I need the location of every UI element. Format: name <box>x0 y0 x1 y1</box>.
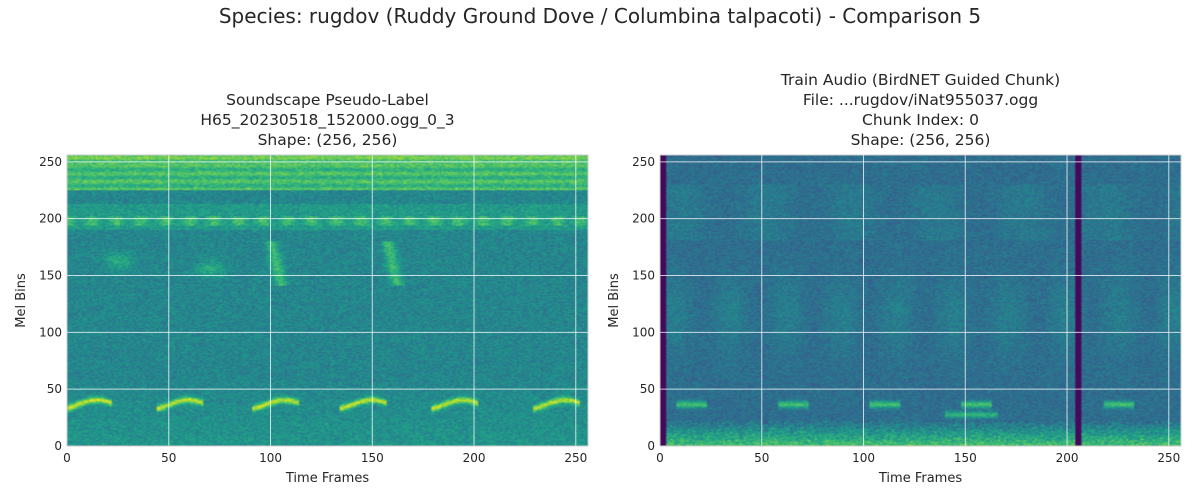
plot-frame <box>659 154 1182 447</box>
x-tick-label: 250 <box>564 451 587 465</box>
x-tick-label: 250 <box>1157 451 1180 465</box>
y-tick-label: 50 <box>640 382 655 396</box>
panel-title-line: Train Audio (BirdNET Guided Chunk) <box>780 71 1060 89</box>
y-tick-label: 250 <box>632 155 655 169</box>
panel-title-line: Soundscape Pseudo-Label <box>226 91 429 109</box>
x-tick-label: 200 <box>463 451 486 465</box>
x-tick-label: 100 <box>259 451 282 465</box>
y-axis-label: Mel Bins <box>607 273 622 328</box>
x-tick-label: 0 <box>63 451 71 465</box>
x-tick-label: 150 <box>361 451 384 465</box>
y-tick-label: 50 <box>47 382 62 396</box>
plot-frame <box>66 154 589 447</box>
x-tick-label: 100 <box>852 451 875 465</box>
y-tick-label: 250 <box>39 155 62 169</box>
heatmap-image <box>67 155 588 446</box>
panel-2: Train Audio (BirdNET Guided Chunk) File: … <box>607 71 1182 486</box>
y-tick-label: 150 <box>632 268 655 282</box>
y-tick-label: 100 <box>39 325 62 339</box>
y-tick-label: 0 <box>647 439 655 453</box>
y-tick-label: 100 <box>632 325 655 339</box>
figure-suptitle: Species: rugdov (Ruddy Ground Dove / Col… <box>218 4 982 28</box>
x-tick-label: 200 <box>1056 451 1079 465</box>
x-tick-label: 50 <box>161 451 176 465</box>
heatmap-image <box>660 155 1181 446</box>
panel-1: Soundscape Pseudo-Label H65_20230518_1520… <box>14 91 589 486</box>
x-tick-label: 50 <box>754 451 769 465</box>
y-tick-label: 150 <box>39 268 62 282</box>
x-tick-label: 0 <box>656 451 664 465</box>
y-tick-label: 200 <box>39 212 62 226</box>
y-tick-label: 200 <box>632 212 655 226</box>
panel-title-line: H65_20230518_152000.ogg_0_3 <box>200 111 454 130</box>
x-axis-label: Time Frames <box>878 471 962 486</box>
panel-title-line: Shape: (256, 256) <box>851 131 991 149</box>
panel-title-line: Shape: (256, 256) <box>258 131 398 149</box>
y-axis-label: Mel Bins <box>14 273 29 328</box>
panel-title-line: Chunk Index: 0 <box>862 111 979 129</box>
x-tick-label: 150 <box>954 451 977 465</box>
y-tick-label: 0 <box>54 439 62 453</box>
panel-title-line: File: ...rugdov/iNat955037.ogg <box>803 91 1038 109</box>
x-axis-label: Time Frames <box>285 471 369 486</box>
